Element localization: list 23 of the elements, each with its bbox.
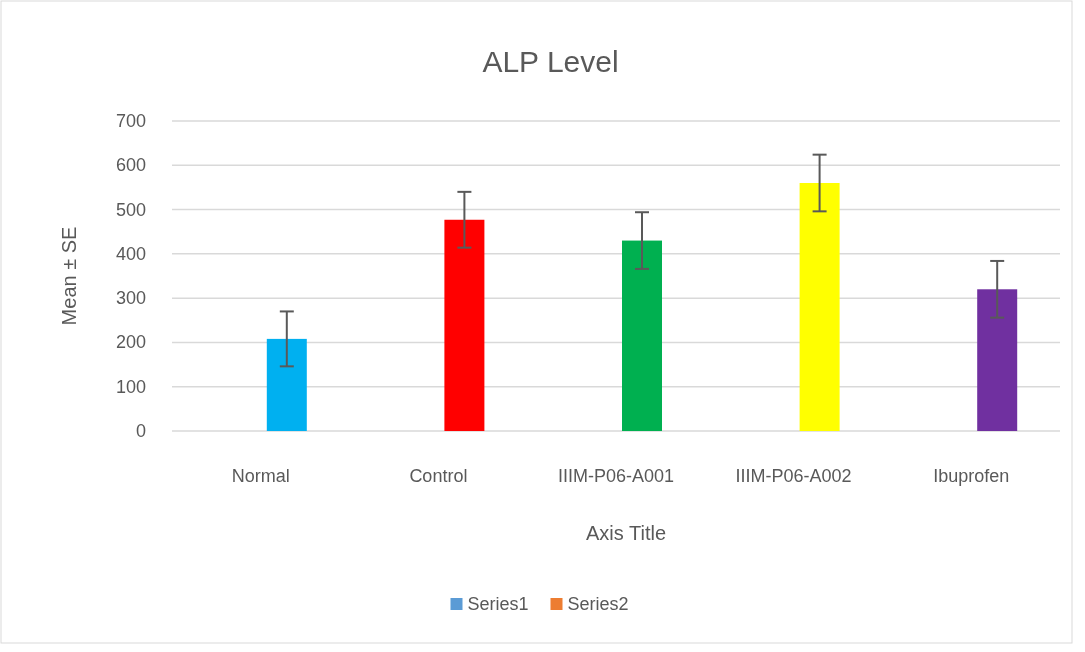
y-tick-label: 400 <box>115 243 146 264</box>
y-tick-label: 100 <box>115 376 146 397</box>
y-axis-title: Mean ± SE <box>58 226 80 326</box>
bar <box>622 240 662 431</box>
x-tick-label: IIIM-P06-A001 <box>557 466 675 486</box>
chart-title: ALP Level <box>482 45 619 78</box>
y-tick-label: 0 <box>135 421 146 441</box>
y-tick-label: 700 <box>115 111 146 131</box>
x-tick-label: Control <box>409 466 468 486</box>
x-tick-label: IIIM-P06-A002 <box>735 466 852 486</box>
x-tick-label: Ibuprofen <box>933 466 1010 486</box>
x-axis-title: Axis Title <box>585 522 667 544</box>
x-tick-label: Normal <box>231 466 290 486</box>
bar <box>266 338 307 431</box>
bar <box>977 289 1018 431</box>
y-tick-label: 600 <box>115 155 146 176</box>
bar <box>444 219 485 431</box>
bar <box>799 183 840 431</box>
text: Series1 <box>467 594 529 614</box>
legend-label: Series2 <box>567 594 629 614</box>
y-tick-label: 500 <box>115 199 146 220</box>
y-tick-label: 200 <box>115 332 146 353</box>
y-tick-label: 300 <box>115 288 146 309</box>
